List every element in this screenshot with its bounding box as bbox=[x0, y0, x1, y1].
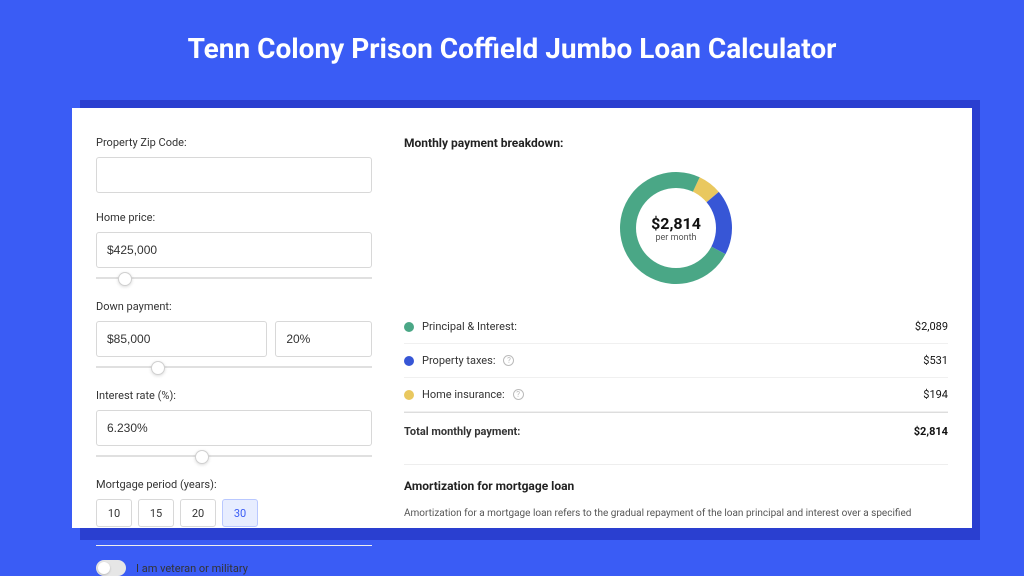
bd-value: $2,089 bbox=[915, 320, 948, 333]
period-options: 10 15 20 30 bbox=[96, 499, 372, 527]
dot-icon bbox=[404, 322, 414, 332]
down-payment-row bbox=[96, 321, 372, 361]
breakdown-row-principal: Principal & Interest: $2,089 bbox=[404, 310, 948, 344]
period-btn-10[interactable]: 10 bbox=[96, 499, 132, 527]
breakdown-column: Monthly payment breakdown: $2,814 per mo… bbox=[396, 136, 948, 528]
bd-left: Property taxes: ? bbox=[404, 354, 514, 367]
info-icon[interactable]: ? bbox=[503, 355, 514, 366]
calculator-panel: Property Zip Code: Home price: Down paym… bbox=[72, 108, 972, 528]
period-btn-20[interactable]: 20 bbox=[180, 499, 216, 527]
total-label: Total monthly payment: bbox=[404, 425, 520, 438]
form-column: Property Zip Code: Home price: Down paym… bbox=[96, 136, 396, 528]
rate-slider[interactable] bbox=[96, 450, 372, 464]
breakdown-heading: Monthly payment breakdown: bbox=[404, 136, 948, 150]
donut-sub: per month bbox=[655, 233, 696, 243]
veteran-row: I am veteran or military bbox=[96, 545, 372, 576]
breakdown-row-insurance: Home insurance: ? $194 bbox=[404, 378, 948, 412]
donut-center: $2,814 per month bbox=[636, 188, 716, 268]
home-price-slider[interactable] bbox=[96, 272, 372, 286]
slider-thumb[interactable] bbox=[195, 450, 209, 464]
page-title: Tenn Colony Prison Coffield Jumbo Loan C… bbox=[0, 0, 1024, 89]
amortization-section: Amortization for mortgage loan Amortizat… bbox=[404, 464, 948, 521]
total-value: $2,814 bbox=[914, 425, 948, 438]
breakdown-row-total: Total monthly payment: $2,814 bbox=[404, 412, 948, 448]
slider-line bbox=[96, 277, 372, 279]
donut-amount: $2,814 bbox=[651, 214, 701, 233]
amortization-heading: Amortization for mortgage loan bbox=[404, 479, 948, 493]
veteran-toggle[interactable] bbox=[96, 560, 126, 576]
period-btn-15[interactable]: 15 bbox=[138, 499, 174, 527]
bd-label: Principal & Interest: bbox=[422, 320, 517, 333]
bd-left: Principal & Interest: bbox=[404, 320, 517, 333]
zip-label: Property Zip Code: bbox=[96, 136, 372, 149]
rate-label: Interest rate (%): bbox=[96, 389, 372, 402]
toggle-knob bbox=[98, 562, 110, 574]
veteran-label: I am veteran or military bbox=[136, 562, 248, 575]
breakdown-row-taxes: Property taxes: ? $531 bbox=[404, 344, 948, 378]
home-price-input[interactable] bbox=[96, 232, 372, 268]
donut-wrap: $2,814 per month bbox=[404, 164, 948, 292]
zip-input[interactable] bbox=[96, 157, 372, 193]
bd-left: Home insurance: ? bbox=[404, 388, 524, 401]
donut-chart: $2,814 per month bbox=[612, 164, 740, 292]
period-btn-30[interactable]: 30 bbox=[222, 499, 258, 527]
dot-icon bbox=[404, 390, 414, 400]
bd-label: Property taxes: bbox=[422, 354, 495, 367]
bd-value: $194 bbox=[923, 388, 948, 401]
period-label: Mortgage period (years): bbox=[96, 478, 372, 491]
down-payment-input[interactable] bbox=[96, 321, 267, 357]
amortization-text: Amortization for a mortgage loan refers … bbox=[404, 507, 948, 521]
down-payment-slider[interactable] bbox=[96, 361, 372, 375]
slider-line bbox=[96, 366, 372, 368]
slider-thumb[interactable] bbox=[151, 361, 165, 375]
slider-line bbox=[96, 455, 372, 457]
bd-label: Home insurance: bbox=[422, 388, 505, 401]
home-price-label: Home price: bbox=[96, 211, 372, 224]
down-payment-label: Down payment: bbox=[96, 300, 372, 313]
slider-thumb[interactable] bbox=[118, 272, 132, 286]
bd-value: $531 bbox=[923, 354, 948, 367]
rate-input[interactable] bbox=[96, 410, 372, 446]
down-payment-pct-input[interactable] bbox=[275, 321, 372, 357]
info-icon[interactable]: ? bbox=[513, 389, 524, 400]
dot-icon bbox=[404, 356, 414, 366]
